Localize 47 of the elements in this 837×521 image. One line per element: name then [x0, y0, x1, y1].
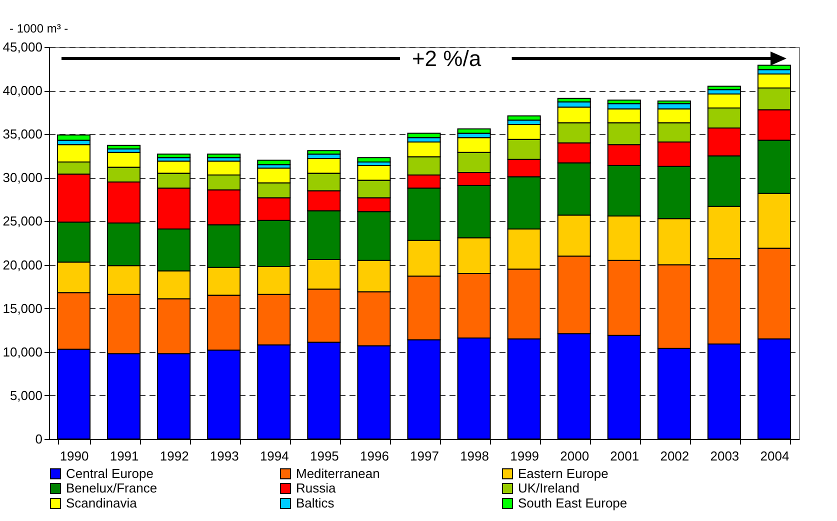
bar: [57, 134, 91, 141]
y-tick-label: 30,000: [2, 170, 42, 186]
legend-label: South East Europe: [518, 496, 628, 510]
y-tick-label: 0: [35, 432, 42, 446]
x-tick-label: 1992: [160, 448, 189, 464]
x-tick-label: 1995: [310, 448, 339, 464]
annotation: +2 %/a: [412, 46, 482, 71]
bar: [407, 132, 441, 138]
bar: [307, 150, 341, 155]
bar: [507, 115, 541, 121]
x-tick-label: 1994: [260, 448, 289, 464]
x-tick-label: 2003: [710, 448, 740, 464]
x-tick-label: 1998: [460, 448, 489, 464]
y-tick-label: 5,000: [10, 388, 42, 403]
bar: [207, 154, 241, 158]
legend-label: UK/Ireland: [518, 480, 580, 496]
legend-label: Benelux/France: [66, 480, 158, 496]
legend-label: Central Europe: [66, 466, 154, 481]
bar: [257, 160, 291, 166]
x-tick-label: 1999: [510, 448, 540, 464]
bar: [357, 157, 391, 162]
y-tick-label: 20,000: [2, 257, 42, 272]
bar: [107, 144, 141, 150]
x-tick-label: 2002: [660, 448, 690, 464]
x-tick-label: 1997: [410, 448, 439, 464]
y-tick-label: 25,000: [2, 214, 42, 229]
bar: [707, 86, 741, 90]
x-tick-label: 2004: [760, 448, 790, 464]
bar: [157, 154, 191, 158]
legend-label: Baltics: [296, 496, 335, 510]
x-tick-label: 2001: [610, 448, 640, 464]
legend-label: Russia: [296, 480, 337, 496]
legend-label: Scandinavia: [66, 496, 138, 510]
y-tick-label: 15,000: [2, 300, 42, 316]
y-axis-title: - 1000 m³ -: [10, 22, 68, 36]
legend-label: Mediterranean: [296, 466, 380, 481]
y-tick-label: 10,000: [2, 344, 42, 360]
bar: [457, 128, 491, 134]
x-tick-label: 1990: [60, 448, 89, 464]
x-tick-label: 1991: [110, 448, 139, 464]
y-tick-label: 45,000: [2, 40, 42, 54]
y-tick-label: 40,000: [2, 83, 42, 98]
y-tick-label: 35,000: [2, 126, 42, 142]
x-tick-label: 2000: [560, 448, 590, 464]
x-tick-label: 1993: [210, 448, 239, 464]
legend-label: Eastern Europe: [518, 466, 608, 481]
x-tick-label: 1996: [360, 448, 389, 464]
